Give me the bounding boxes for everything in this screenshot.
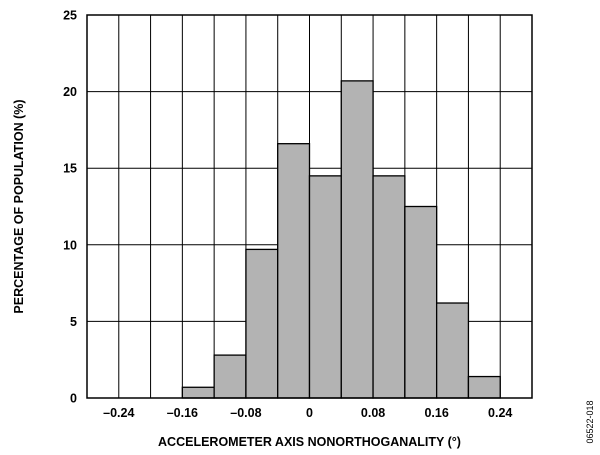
y-axis-title: PERCENTAGE OF POPULATION (%) <box>12 99 26 313</box>
histogram-bar <box>435 302 470 399</box>
figure-id: 06522-018 <box>585 400 595 443</box>
histogram-bar <box>181 386 215 399</box>
histogram-bar <box>308 175 342 399</box>
y-tick-label: 0 <box>70 392 77 406</box>
histogram-bar <box>277 143 311 399</box>
plot-frame <box>86 14 533 399</box>
histogram-bar <box>213 354 247 399</box>
y-tick-label: 20 <box>63 85 77 99</box>
x-tick-label: –0.08 <box>230 406 261 420</box>
x-tick-label: –0.16 <box>167 406 198 420</box>
y-tick-label: 25 <box>63 9 77 23</box>
histogram-bars <box>181 80 501 399</box>
x-tick-label: 0.24 <box>488 406 512 420</box>
x-tick-label: –0.24 <box>103 406 134 420</box>
x-tick-label: 0.16 <box>424 406 448 420</box>
x-tick-label: 0 <box>306 406 313 420</box>
histogram-bar <box>404 205 438 399</box>
y-tick-label: 15 <box>63 162 77 176</box>
histogram-bar <box>467 375 501 399</box>
y-tick-labels: 0 5 10 15 20 25 <box>63 9 77 406</box>
x-axis-title: ACCELEROMETER AXIS NONORTHOGANALITY (°) <box>158 435 461 449</box>
x-tick-labels: –0.24 –0.16 –0.08 0 0.08 0.16 0.24 <box>103 406 512 420</box>
histogram-bar <box>340 80 374 399</box>
y-tick-label: 5 <box>70 315 77 329</box>
histogram-bar <box>245 248 279 399</box>
histogram-bar <box>372 175 406 399</box>
x-tick-label: 0.08 <box>361 406 385 420</box>
y-tick-label: 10 <box>63 238 77 252</box>
